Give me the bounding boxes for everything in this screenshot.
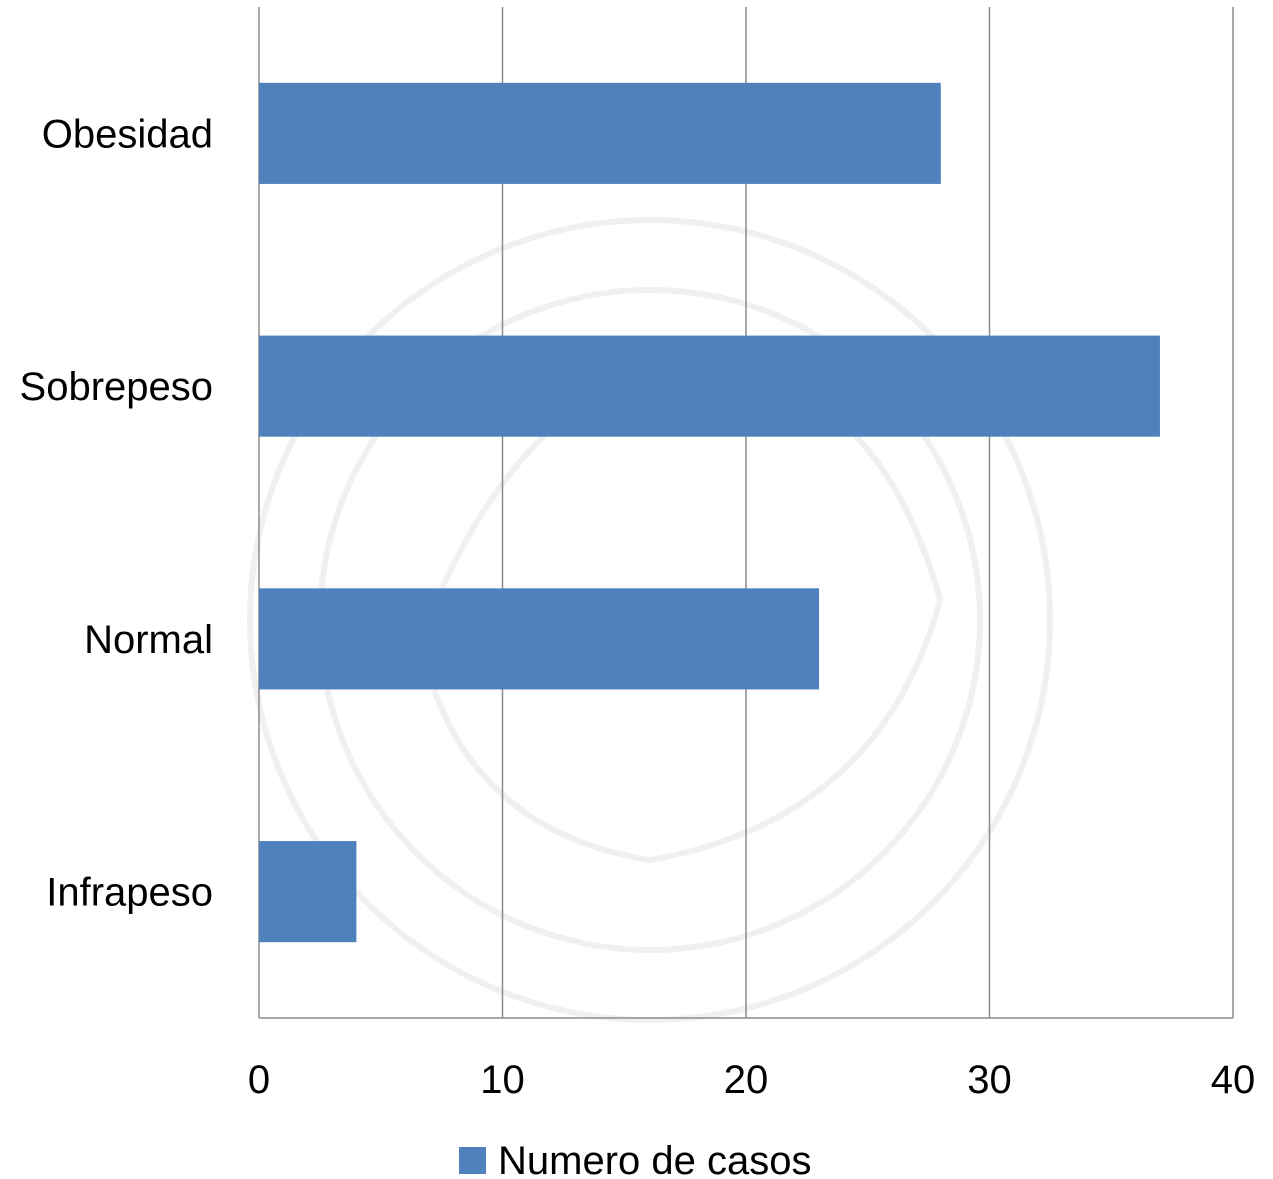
category-label-sobrepeso: Sobrepeso (20, 365, 213, 409)
bar-sobrepeso (259, 335, 1160, 437)
x-tick-label-3: 30 (967, 1058, 1012, 1102)
category-label-infrapeso: Infrapeso (46, 871, 213, 915)
bars (259, 82, 1160, 943)
bar-infrapeso (259, 841, 357, 943)
x-tick-label-4: 40 (1211, 1058, 1256, 1102)
x-tick-label-0: 0 (248, 1058, 270, 1102)
category-label-normal: Normal (84, 618, 213, 662)
category-labels: Infrapeso Normal Sobrepeso Obesidad (20, 112, 213, 914)
watermark-seal (247, 217, 1053, 1023)
x-tick-labels: 0 10 20 30 40 (248, 1058, 1255, 1102)
x-tick-label-2: 20 (724, 1058, 769, 1102)
bar-normal (259, 588, 820, 690)
legend-label: Numero de casos (498, 1139, 811, 1179)
x-tick-label-1: 10 (480, 1058, 525, 1102)
legend: Numero de casos (459, 1139, 811, 1179)
legend-swatch (459, 1147, 486, 1174)
category-label-obesidad: Obesidad (42, 112, 213, 156)
bar-obesidad (259, 82, 941, 184)
